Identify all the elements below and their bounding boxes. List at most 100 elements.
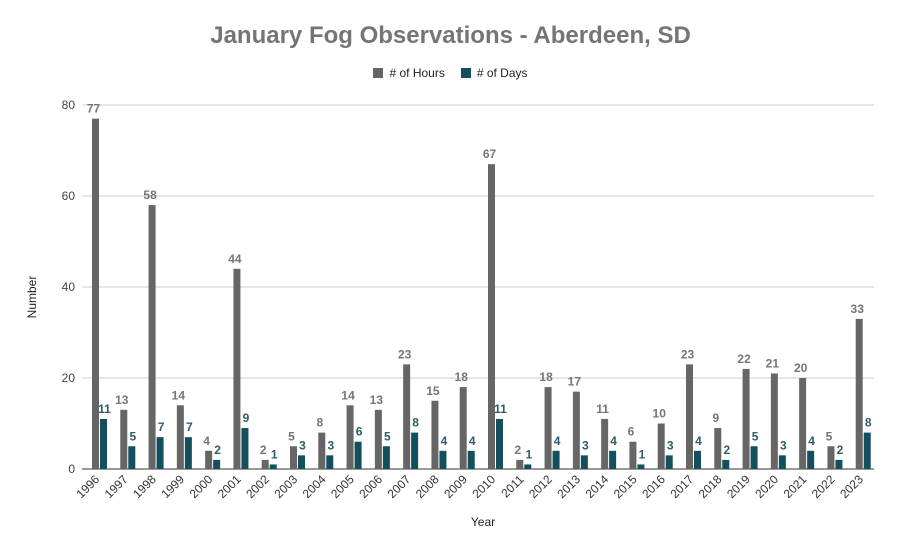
data-label-days: 2	[837, 443, 844, 457]
x-tick-label: 2018	[696, 472, 725, 501]
data-label-days: 5	[752, 429, 759, 443]
legend-label-days: # of Days	[476, 66, 528, 80]
bar-hours	[261, 459, 269, 469]
data-label-days: 3	[582, 438, 589, 452]
x-tick-label: 1996	[73, 472, 102, 501]
data-label-days: 3	[667, 438, 674, 452]
data-label-hours: 14	[341, 388, 355, 402]
bar-hours	[827, 446, 835, 469]
data-label-hours: 2	[260, 443, 267, 457]
bar-hours	[714, 428, 722, 469]
data-label-days: 4	[441, 434, 448, 448]
y-tick-label: 20	[62, 371, 76, 385]
data-label-hours: 17	[568, 375, 582, 389]
x-tick-label: 2008	[413, 472, 442, 501]
bar-days	[750, 446, 758, 469]
bar-days	[637, 464, 645, 469]
bar-hours	[431, 400, 439, 469]
bar-days	[184, 437, 192, 469]
x-tick-label: 2009	[441, 472, 470, 501]
data-label-hours: 2	[514, 443, 521, 457]
x-tick-label: 2013	[554, 472, 583, 501]
x-tick-label: 2010	[469, 472, 498, 501]
bar-days	[439, 450, 447, 469]
y-tick-label: 0	[68, 462, 75, 476]
y-tick-label: 80	[62, 98, 76, 112]
data-label-days: 9	[243, 411, 250, 425]
bar-hours	[601, 418, 609, 469]
data-label-days: 3	[780, 438, 787, 452]
x-tick-label: 2012	[526, 472, 555, 501]
data-label-hours: 5	[826, 429, 833, 443]
legend-item-days[interactable]: # of Days	[460, 66, 528, 80]
data-label-days: 11	[98, 402, 111, 416]
data-label-hours: 67	[483, 147, 497, 161]
data-label-days: 7	[186, 420, 193, 434]
bar-days	[269, 464, 277, 469]
data-label-days: 5	[129, 429, 136, 443]
bar-days	[665, 455, 673, 469]
bar-days	[835, 459, 843, 469]
x-tick-label: 2006	[356, 472, 385, 501]
bar-hours	[799, 378, 807, 469]
bar-hours	[176, 405, 184, 469]
bar-days	[807, 450, 815, 469]
bar-days	[213, 459, 221, 469]
bar-hours	[120, 409, 128, 469]
data-label-days: 1	[525, 447, 532, 461]
bar-days	[100, 418, 107, 469]
bar-days	[496, 418, 503, 469]
x-tick-label: 2007	[385, 472, 414, 501]
chart-title: January Fog Observations - Aberdeen, SD	[210, 22, 691, 49]
data-label-hours: 11	[596, 402, 609, 416]
data-label-hours: 58	[143, 188, 157, 202]
data-label-hours: 9	[712, 411, 719, 425]
y-tick-label: 60	[62, 189, 76, 203]
bar-hours	[346, 405, 354, 469]
x-tick-label: 2020	[752, 472, 781, 501]
legend-item-hours[interactable]: # of Hours	[373, 66, 445, 80]
data-label-days: 1	[639, 447, 646, 461]
data-label-hours: 23	[398, 347, 412, 361]
bar-days	[467, 450, 475, 469]
x-tick-label: 2016	[639, 472, 668, 501]
bar-days	[411, 432, 419, 469]
bar-hours	[855, 318, 863, 469]
x-tick-label: 2004	[300, 472, 329, 501]
data-label-hours: 5	[288, 429, 295, 443]
legend-label-hours: # of Hours	[389, 66, 445, 80]
x-tick-label: 2021	[781, 472, 810, 501]
y-axis-title: Number	[25, 276, 39, 319]
bar-hours	[572, 391, 580, 469]
data-label-days: 4	[610, 434, 617, 448]
bar-hours	[770, 373, 778, 469]
data-label-hours: 18	[455, 370, 469, 384]
data-label-days: 4	[469, 434, 476, 448]
bar-days	[298, 455, 305, 469]
legend-swatch-hours	[373, 68, 384, 78]
data-label-hours: 23	[681, 347, 695, 361]
data-label-days: 8	[865, 416, 872, 430]
data-label-hours: 14	[172, 388, 186, 402]
bar-hours	[686, 364, 693, 469]
x-tick-label: 2023	[837, 472, 866, 501]
bar-days	[382, 446, 390, 469]
data-label-hours: 13	[115, 393, 129, 407]
data-label-hours: 13	[370, 393, 384, 407]
bar-hours	[148, 205, 156, 469]
bar-hours	[544, 387, 552, 469]
data-label-hours: 4	[203, 434, 210, 448]
legend-swatch-days	[460, 68, 471, 78]
bar-hours	[205, 450, 213, 469]
bar-hours	[374, 409, 382, 469]
data-label-days: 5	[384, 429, 391, 443]
x-tick-label: 2015	[611, 472, 640, 501]
bar-days	[156, 437, 164, 469]
bar-hours	[290, 446, 297, 469]
bar-days	[694, 450, 701, 469]
x-tick-label: 2022	[809, 472, 838, 501]
bar-days	[354, 441, 362, 469]
bar-days	[863, 432, 871, 469]
